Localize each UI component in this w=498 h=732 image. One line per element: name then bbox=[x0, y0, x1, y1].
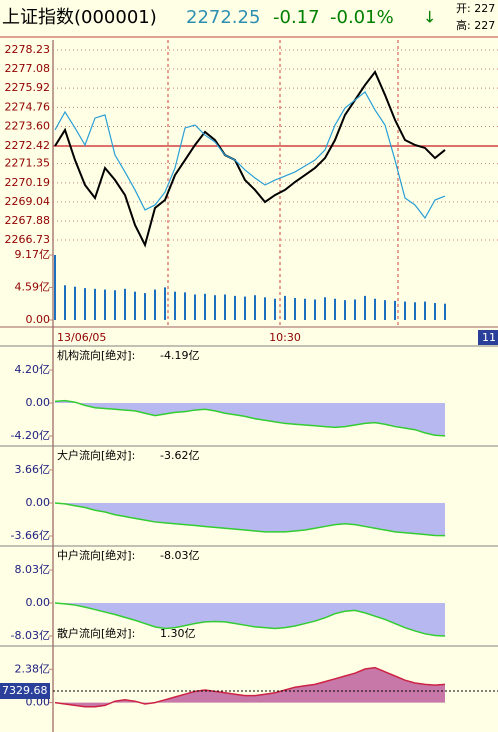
flow-line bbox=[54, 502, 446, 537]
flow-line bbox=[54, 399, 446, 437]
change-pct: -0.01% bbox=[330, 7, 394, 28]
y-tick-label: 2275.92 bbox=[5, 81, 51, 94]
y-tick-label: 2273.60 bbox=[5, 119, 51, 132]
y-tick-label: 3.66亿 bbox=[15, 463, 51, 476]
y-tick-label: 0.00 bbox=[26, 496, 51, 509]
open-label: 开: 227 bbox=[456, 2, 495, 15]
x-tick-label: 10:30 bbox=[269, 331, 301, 344]
panel-title: 大户流向[绝对]: bbox=[57, 448, 135, 462]
panel-reading: -3.62亿 bbox=[160, 449, 199, 462]
y-tick-label: 4.20亿 bbox=[15, 363, 51, 376]
y-tick-label: 2272.42 bbox=[5, 139, 51, 152]
panel-reading: -8.03亿 bbox=[160, 549, 199, 562]
flow-area bbox=[55, 503, 445, 536]
y-tick-label: 2269.04 bbox=[5, 195, 51, 208]
y-tick-label: 2.38亿 bbox=[15, 662, 51, 675]
flow-area bbox=[55, 667, 445, 707]
y-tick-label: 2277.08 bbox=[5, 62, 51, 75]
y-tick-label: 2266.73 bbox=[5, 233, 51, 246]
stock-name: 上证指数(000001) bbox=[2, 7, 157, 28]
y-tick-label: 4.59亿 bbox=[15, 280, 51, 293]
arrow: ↓ bbox=[423, 8, 436, 27]
y-tick-label: 2278.23 bbox=[5, 43, 51, 56]
flow-line bbox=[54, 602, 446, 637]
y-tick-label: 0.00 bbox=[26, 596, 51, 609]
cursor-box bbox=[0, 683, 50, 699]
panel-title: 机构流向[绝对]: bbox=[57, 348, 135, 362]
y-tick-label: 2270.19 bbox=[5, 176, 51, 189]
y-tick-label: -3.66亿 bbox=[11, 529, 50, 542]
price-line bbox=[54, 91, 446, 220]
time-box-label: 11 bbox=[482, 331, 496, 344]
y-tick-label: 8.03亿 bbox=[15, 563, 51, 576]
price-line bbox=[54, 70, 446, 248]
high-label: 高: 227 bbox=[456, 18, 495, 32]
y-tick-label: 2271.35 bbox=[5, 157, 51, 170]
x-tick-label: 13/06/05 bbox=[57, 331, 106, 344]
panel-title: 中户流向[绝对]: bbox=[57, 548, 135, 562]
panel-reading: 1.30亿 bbox=[160, 627, 196, 640]
y-tick-label: 9.17亿 bbox=[15, 248, 51, 261]
flow-line bbox=[54, 666, 446, 708]
y-tick-label: 2274.76 bbox=[5, 100, 51, 113]
y-tick-label: -8.03亿 bbox=[11, 629, 50, 642]
change: -0.17 bbox=[273, 7, 320, 28]
y-tick-label: 0.00 bbox=[26, 396, 51, 409]
price: 2272.25 bbox=[186, 7, 260, 28]
y-tick-label: 2267.88 bbox=[5, 214, 51, 227]
cursor-label: 7329.68 bbox=[2, 684, 48, 697]
time-box bbox=[478, 330, 498, 345]
flow-area bbox=[55, 400, 445, 436]
panel-reading: -4.19亿 bbox=[160, 349, 199, 362]
panel-title: 散户流向[绝对]: bbox=[57, 626, 135, 640]
y-tick-label: -4.20亿 bbox=[11, 429, 50, 442]
flow-area bbox=[55, 603, 445, 636]
y-tick-label: 0.00 bbox=[26, 313, 51, 326]
